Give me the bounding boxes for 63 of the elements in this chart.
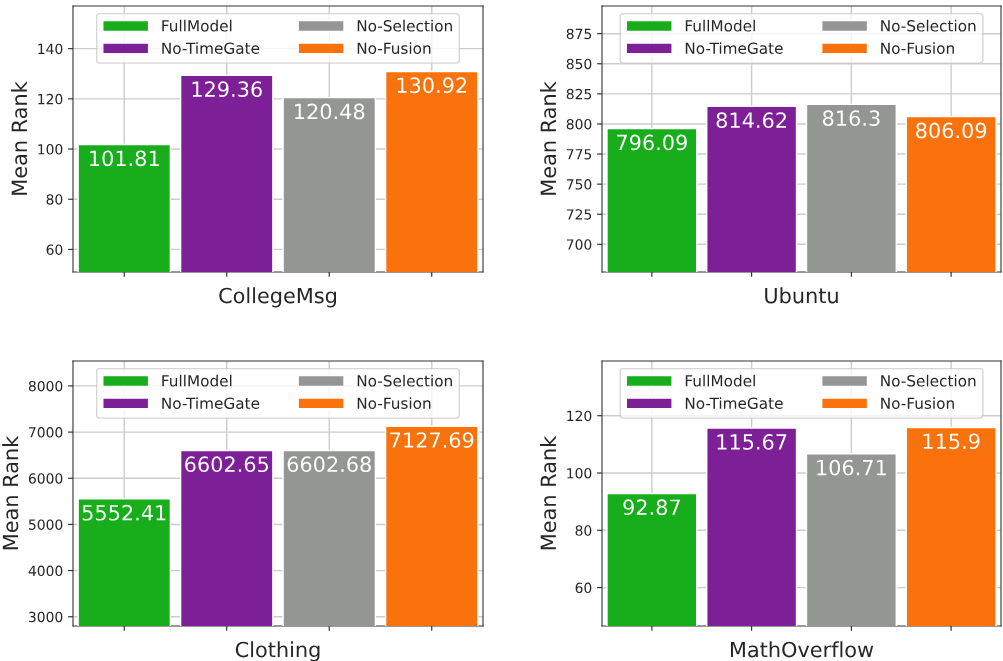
legend-label: FullModel — [162, 19, 232, 32]
y-tick-label: 750 — [566, 179, 592, 190]
y-tick-label: 60 — [46, 244, 63, 255]
legend-label: No-Fusion — [881, 42, 954, 54]
y-tick-label: 800 — [566, 118, 592, 130]
legend-label: FullModel — [685, 19, 755, 32]
y-tick-label: 850 — [566, 58, 592, 70]
x-axis-title: Clothing — [235, 641, 320, 661]
data-label: 806.09 — [916, 122, 987, 139]
y-axis-title: Mean Rank — [540, 81, 557, 195]
y-tick-label: 60 — [575, 582, 592, 594]
data-label: 106.71 — [817, 459, 886, 476]
legend-label: No-Selection — [357, 374, 452, 387]
x-axis-title: Ubuntu — [765, 287, 838, 304]
y-axis-title: Mean Rank — [2, 435, 19, 550]
legend-label: No-Selection — [881, 374, 976, 387]
legend-label: No-Fusion — [881, 397, 954, 409]
data-label: 120.48 — [295, 103, 365, 120]
data-label: 796.09 — [617, 134, 687, 151]
y-tick-label: 825 — [566, 88, 592, 100]
x-axis-title: CollegeMsg — [219, 287, 336, 308]
legend-label: No-TimeGate — [162, 42, 260, 54]
data-label: 92.87 — [623, 499, 680, 516]
y-tick-label: 775 — [566, 149, 592, 160]
legend-label: FullModel — [685, 374, 755, 387]
y-tick-label: 3000 — [28, 611, 63, 623]
legend-label: No-Selection — [357, 19, 452, 32]
y-tick-label: 5000 — [29, 519, 63, 530]
data-label: 101.81 — [90, 150, 159, 167]
y-tick-label: 725 — [566, 209, 592, 220]
y-tick-label: 7000 — [29, 427, 63, 438]
y-axis-title: Mean Rank — [11, 81, 28, 195]
data-label: 115.9 — [923, 433, 980, 450]
y-tick-label: 120 — [567, 410, 592, 422]
legend-label: No-TimeGate — [685, 42, 783, 54]
y-tick-label: 8000 — [28, 380, 63, 392]
legend-label: FullModel — [162, 374, 232, 387]
y-tick-label: 140 — [38, 43, 63, 55]
y-tick-label: 80 — [46, 194, 63, 205]
y-tick-label: 700 — [566, 239, 592, 250]
y-tick-label: 6000 — [28, 473, 63, 484]
legend-label: No-TimeGate — [685, 397, 783, 409]
y-tick-label: 4000 — [28, 565, 63, 577]
y-axis-title: Mean Rank — [540, 435, 557, 550]
data-label: 816.3 — [822, 110, 880, 127]
data-label: 115.67 — [717, 434, 787, 450]
legend-label: No-Fusion — [357, 397, 431, 409]
y-tick-label: 80 — [575, 525, 592, 536]
data-label: 130.92 — [397, 77, 467, 94]
data-label: 6602.65 — [185, 456, 269, 473]
x-axis-title: MathOverflow — [730, 641, 874, 658]
legend-label: No-TimeGate — [162, 397, 260, 409]
legend-label: No-Selection — [881, 19, 976, 32]
data-label: 129.36 — [192, 81, 262, 98]
data-label: 814.62 — [716, 112, 786, 129]
legend-label: No-Fusion — [357, 42, 431, 54]
y-tick-label: 120 — [38, 93, 63, 105]
y-tick-label: 100 — [38, 144, 63, 155]
y-tick-label: 100 — [567, 467, 592, 479]
data-label: 5552.41 — [82, 504, 166, 521]
y-tick-label: 875 — [566, 28, 592, 40]
data-label: 6602.68 — [287, 456, 371, 473]
data-label: 7127.69 — [390, 432, 474, 448]
